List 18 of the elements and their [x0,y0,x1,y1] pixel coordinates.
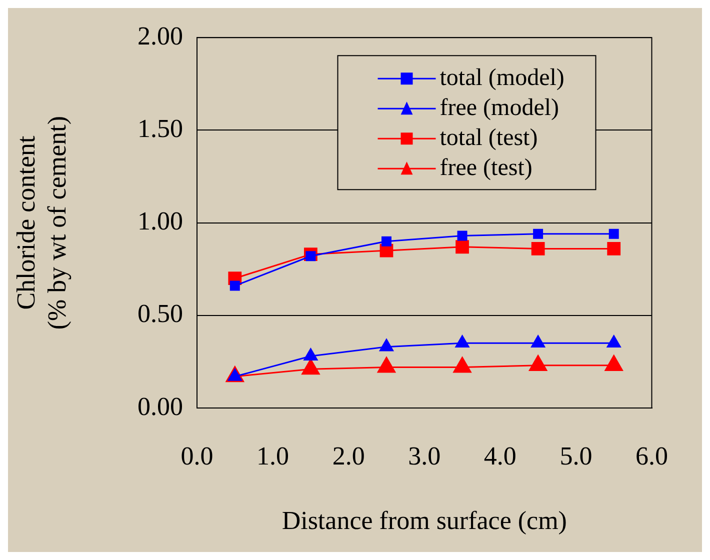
y-axis-title: Chloride content (% by wt of cement) [11,116,72,330]
x-tick-label: 2.0 [332,441,365,470]
legend-label: free (test) [440,154,532,181]
x-tick-label: 4.0 [484,441,516,470]
x-tick-label: 3.0 [408,441,441,470]
y-tick-label: 1.00 [138,206,183,236]
y-tick-label: 1.50 [138,114,183,144]
y-tick-label: 0.00 [138,392,183,421]
x-tick-label: 5.0 [560,441,592,470]
y-tick-label: 0.50 [138,299,183,328]
legend-label: free (model) [440,94,560,121]
legend-label: total (test) [440,124,538,151]
y-tick-label: 2.00 [138,21,183,50]
x-tick-label: 1.0 [256,441,290,470]
x-tick-label: 0.0 [180,441,214,470]
x-axis-title: Distance from surface (cm) [282,506,567,536]
x-tick-label: 6.0 [636,441,668,470]
legend-label: total (model) [440,64,564,91]
